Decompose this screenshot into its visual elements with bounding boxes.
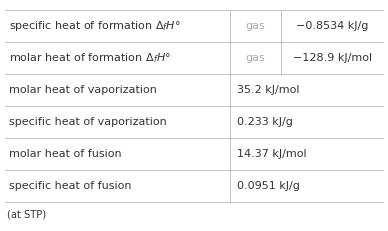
- Text: 0.0951 kJ/g: 0.0951 kJ/g: [237, 181, 300, 191]
- Text: molar heat of vaporization: molar heat of vaporization: [9, 85, 157, 95]
- Text: specific heat of formation $\Delta_f H°$: specific heat of formation $\Delta_f H°$: [9, 19, 181, 33]
- Text: 14.37 kJ/mol: 14.37 kJ/mol: [237, 149, 307, 159]
- Text: gas: gas: [246, 53, 265, 63]
- Text: gas: gas: [246, 21, 265, 31]
- Text: specific heat of vaporization: specific heat of vaporization: [9, 117, 167, 127]
- Text: molar heat of fusion: molar heat of fusion: [9, 149, 122, 159]
- Text: 35.2 kJ/mol: 35.2 kJ/mol: [237, 85, 300, 95]
- Text: 0.233 kJ/g: 0.233 kJ/g: [237, 117, 293, 127]
- Text: −0.8534 kJ/g: −0.8534 kJ/g: [296, 21, 369, 31]
- Text: −128.9 kJ/mol: −128.9 kJ/mol: [293, 53, 372, 63]
- Text: specific heat of fusion: specific heat of fusion: [9, 181, 132, 191]
- Text: (at STP): (at STP): [7, 210, 46, 220]
- Text: molar heat of formation $\Delta_f H°$: molar heat of formation $\Delta_f H°$: [9, 51, 171, 65]
